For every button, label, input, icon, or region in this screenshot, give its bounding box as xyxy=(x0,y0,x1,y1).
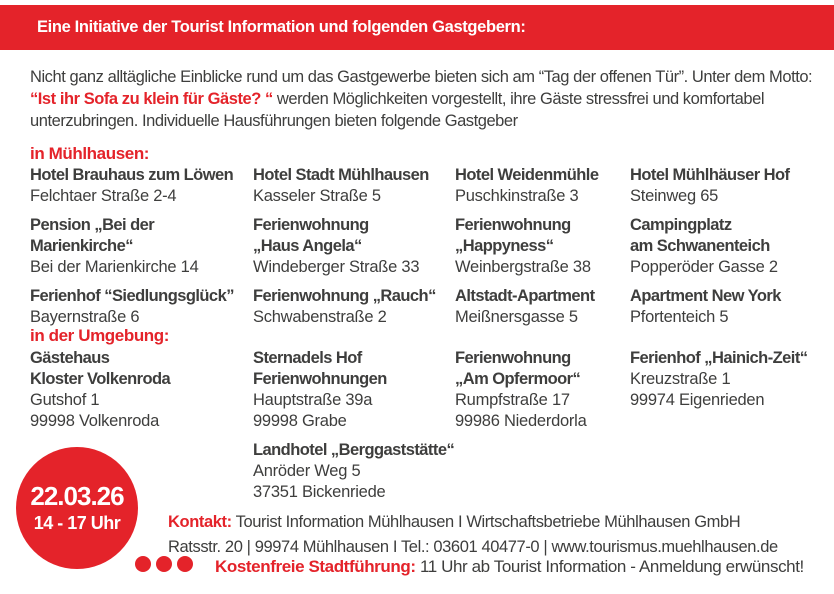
listing-address: Meißnersgasse 5 xyxy=(455,308,578,326)
listing-entry-empty xyxy=(630,440,830,503)
listing-name: Campingplatz am Schwanenteich xyxy=(630,216,770,255)
listing-address: Kreuzstraße 1 99974 Eigenrieden xyxy=(630,370,765,409)
listing-address: Bei der Marienkirche 14 xyxy=(30,258,199,276)
listing-entry: Ferienwohnung „Haus Angela“ Windeberger … xyxy=(253,215,455,278)
listing-name: Ferienhof “Siedlungsglück” xyxy=(30,287,234,305)
listing-entry: Ferienwohnung „Am Opfermoor“ Rumpfstraße… xyxy=(455,348,630,432)
red-dot-icon xyxy=(156,556,172,572)
listing-entry: Landhotel „Berggaststätte“ Anröder Weg 5… xyxy=(253,440,455,503)
listing-address: Kasseler Straße 5 xyxy=(253,187,381,205)
listing-name: Hotel Stadt Mühlhausen xyxy=(253,166,429,184)
section-heading-umgebung: in der Umgebung: xyxy=(30,326,170,345)
listing-name: Ferienwohnung „Haus Angela“ xyxy=(253,216,369,255)
listing-address: Rumpfstraße 17 99986 Niederdorla xyxy=(455,391,587,430)
listing-address: Schwabenstraße 2 xyxy=(253,308,387,326)
listing-entry: Hotel Brauhaus zum Löwen Felchtaer Straß… xyxy=(30,165,253,207)
listing-entry: Hotel Weidenmühle Puschkinstraße 3 xyxy=(455,165,630,207)
listing-entry: Ferienhof “Siedlungsglück” Bayernstraße … xyxy=(30,286,253,328)
listing-address: Popperöder Gasse 2 xyxy=(630,258,778,276)
contact-line1-text: Tourist Information Mühlhausen I Wirtsch… xyxy=(235,513,741,531)
listing-entry: Hotel Stadt Mühlhausen Kasseler Straße 5 xyxy=(253,165,455,207)
listing-entry-empty xyxy=(455,440,630,503)
listing-address: Windeberger Straße 33 xyxy=(253,258,420,276)
badge-time: 14 - 17 Uhr xyxy=(33,513,121,533)
listing-entry: Sternadels Hof Ferienwohnungen Hauptstra… xyxy=(253,348,455,432)
badge-date: 22.03.26 xyxy=(30,481,124,511)
listing-name: Hotel Brauhaus zum Löwen xyxy=(30,166,234,184)
listing-name: Landhotel „Berggaststätte“ xyxy=(253,441,455,459)
contact-line-1: Kontakt: Tourist Information Mühlhausen … xyxy=(168,510,778,535)
listing-entry: Ferienhof „Hainich-Zeit“ Kreuzstraße 1 9… xyxy=(630,348,830,432)
listing-address: Felchtaer Straße 2-4 xyxy=(30,187,177,205)
listing-grid-muehlhausen: Hotel Brauhaus zum Löwen Felchtaer Straß… xyxy=(30,165,830,328)
intro-motto: “Ist ihr Sofa zu klein für Gäste? “ xyxy=(30,90,273,108)
listing-address: Gutshof 1 99998 Volkenroda xyxy=(30,391,160,430)
listing-grid-umgebung: Gästehaus Kloster Volkenroda Gutshof 1 9… xyxy=(30,348,830,503)
banner-text: Eine Initiative der Tourist Information … xyxy=(37,18,526,36)
listing-name: Sternadels Hof Ferienwohnungen xyxy=(253,349,387,388)
listing-entry: Pension „Bei der Marienkirche“ Bei der M… xyxy=(30,215,253,278)
listing-address: Weinbergstraße 38 xyxy=(455,258,591,276)
listing-entry: Campingplatz am Schwanenteich Popperöder… xyxy=(630,215,830,278)
listing-name: Ferienhof „Hainich-Zeit“ xyxy=(630,349,808,367)
contact-line-2: Ratsstr. 20 | 99974 Mühlhausen I Tel.: 0… xyxy=(168,538,778,556)
footer-text: 11 Uhr ab Tourist Information - Anmeldun… xyxy=(419,557,804,576)
listing-entry: Gästehaus Kloster Volkenroda Gutshof 1 9… xyxy=(30,348,253,432)
intro-paragraph: Nicht ganz alltägliche Einblicke rund um… xyxy=(30,66,816,132)
section-heading-muehlhausen: in Mühlhausen: xyxy=(30,144,150,163)
listing-entry: Ferienwohnung „Rauch“ Schwabenstraße 2 xyxy=(253,286,455,328)
listing-entry: Apartment New York Pfortenteich 5 xyxy=(630,286,830,328)
red-dot-icon xyxy=(135,556,151,572)
listing-entry: Ferienwohnung „Happyness“ Weinbergstraße… xyxy=(455,215,630,278)
listing-name: Pension „Bei der Marienkirche“ xyxy=(30,216,155,255)
intro-text-after: werden Möglichkeiten vorgestellt, ihre G… xyxy=(30,90,765,130)
listing-address: Bayernstraße 6 xyxy=(30,308,140,326)
intro-text-before: Nicht ganz alltägliche Einblicke rund um… xyxy=(30,68,813,86)
listing-entry: Hotel Mühlhäuser Hof Steinweg 65 xyxy=(630,165,830,207)
listing-address: Hauptstraße 39a 99998 Grabe xyxy=(253,391,373,430)
date-badge: 22.03.26 14 - 17 Uhr xyxy=(16,447,138,569)
footer-note: Kostenfreie Stadtführung: 11 Uhr ab Tour… xyxy=(215,557,804,577)
listing-name: Hotel Mühlhäuser Hof xyxy=(630,166,790,184)
contact-block: Kontakt: Tourist Information Mühlhausen … xyxy=(168,510,778,560)
banner: Eine Initiative der Tourist Information … xyxy=(0,5,834,50)
listing-name: Apartment New York xyxy=(630,287,781,305)
listing-entry: Altstadt-Apartment Meißnersgasse 5 xyxy=(455,286,630,328)
listing-address: Anröder Weg 5 37351 Bickenriede xyxy=(253,462,386,501)
contact-label: Kontakt: xyxy=(168,513,232,531)
listing-address: Puschkinstraße 3 xyxy=(455,187,579,205)
listing-name: Gästehaus Kloster Volkenroda xyxy=(30,349,171,388)
red-dot-icon xyxy=(177,556,193,572)
listing-name: Ferienwohnung „Am Opfermoor“ xyxy=(455,349,581,388)
listing-address: Pfortenteich 5 xyxy=(630,308,729,326)
listing-name: Ferienwohnung „Happyness“ xyxy=(455,216,571,255)
listing-address: Steinweg 65 xyxy=(630,187,719,205)
listing-name: Ferienwohnung „Rauch“ xyxy=(253,287,436,305)
red-dots xyxy=(135,556,193,572)
listing-name: Hotel Weidenmühle xyxy=(455,166,599,184)
listing-name: Altstadt-Apartment xyxy=(455,287,595,305)
footer-label: Kostenfreie Stadtführung: xyxy=(215,557,416,576)
